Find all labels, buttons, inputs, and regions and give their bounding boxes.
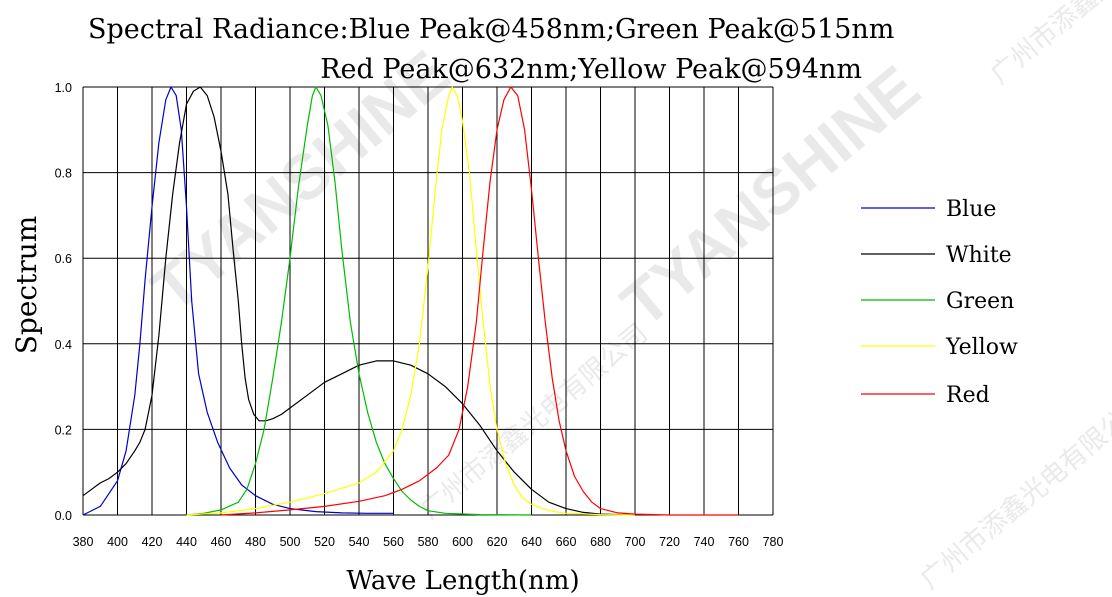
x-tick-label: 380 — [73, 535, 94, 549]
x-tick-label: 740 — [694, 535, 715, 549]
x-tick-label: 400 — [107, 535, 128, 549]
x-tick-label: 680 — [590, 535, 611, 549]
x-tick-label: 460 — [211, 535, 232, 549]
series-line-white — [82, 86, 636, 516]
series-line-green — [186, 86, 532, 516]
legend-label-blue: Blue — [946, 197, 996, 222]
legend-label-green: Green — [946, 289, 1014, 314]
x-tick-label: 640 — [521, 535, 542, 549]
x-tick-label: 700 — [625, 535, 646, 549]
y-tick-labels: 0.0 0.2 0.4 0.6 0.8 1.0 — [55, 81, 72, 523]
y-tick-label: 0.4 — [55, 338, 72, 352]
y-tick-label: 0.8 — [55, 167, 72, 181]
x-axis-label: Wave Length(nm) — [346, 566, 579, 596]
x-tick-label: 540 — [349, 535, 370, 549]
series-line-yellow — [186, 86, 636, 516]
x-tick-label: 500 — [280, 535, 301, 549]
chart-title-line1: Spectral Radiance:Blue Peak@458nm;Green … — [88, 14, 894, 45]
x-tick-labels: 380 400 420 440 460 480 500 520 540 560 580 600 620 6… — [73, 535, 784, 549]
y-tick-label: 0.2 — [55, 423, 72, 437]
y-tick-label: 0.6 — [55, 252, 72, 266]
x-tick-label: 480 — [245, 535, 266, 549]
x-tick-label: 560 — [383, 535, 404, 549]
grid — [82, 86, 774, 516]
curves — [82, 86, 739, 516]
x-tick-label: 660 — [556, 535, 577, 549]
series-line-blue — [82, 86, 394, 516]
y-axis-label: Spectrum — [10, 216, 43, 355]
x-tick-label: 520 — [314, 535, 335, 549]
x-tick-label: 420 — [142, 535, 163, 549]
x-tick-label: 440 — [176, 535, 197, 549]
x-tick-label: 720 — [659, 535, 680, 549]
x-tick-label: 760 — [728, 535, 749, 549]
legend: Blue White Green Yellow Red — [861, 197, 1018, 408]
legend-label-red: Red — [946, 383, 990, 408]
legend-label-yellow: Yellow — [945, 335, 1018, 360]
x-tick-label: 620 — [487, 535, 508, 549]
y-tick-label: 1.0 — [55, 81, 72, 95]
x-tick-label: 580 — [418, 535, 439, 549]
legend-label-white: White — [946, 243, 1012, 268]
x-tick-label: 780 — [763, 535, 784, 549]
x-tick-label: 600 — [452, 535, 473, 549]
series-line-red — [220, 86, 739, 516]
chart-title-line2: Red Peak@632nm;Yellow Peak@594nm — [320, 54, 862, 85]
y-tick-label: 0.0 — [55, 509, 72, 523]
